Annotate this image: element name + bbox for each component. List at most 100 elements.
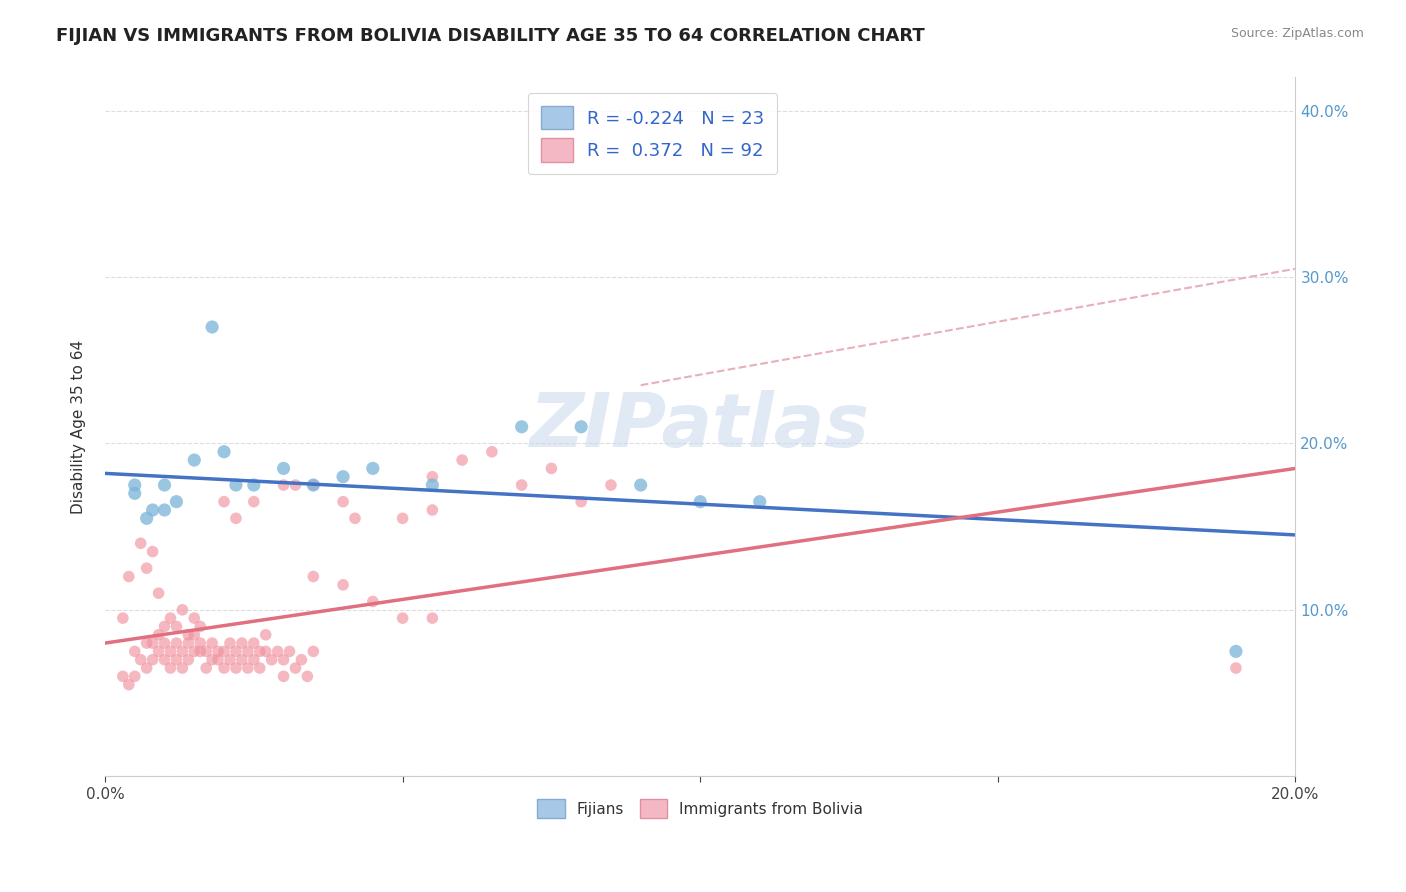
Point <box>391 611 413 625</box>
Point <box>135 511 157 525</box>
Point <box>451 453 474 467</box>
Point <box>135 661 157 675</box>
Point <box>284 661 307 675</box>
Point <box>630 478 652 492</box>
Point <box>569 419 592 434</box>
Point <box>290 653 312 667</box>
Point <box>172 661 194 675</box>
Point <box>195 661 218 675</box>
Point <box>183 611 205 625</box>
Point <box>124 486 146 500</box>
Point <box>236 661 259 675</box>
Point <box>118 569 141 583</box>
Point <box>159 644 181 658</box>
Point <box>124 644 146 658</box>
Point <box>153 478 176 492</box>
Point <box>249 661 271 675</box>
Point <box>1225 644 1247 658</box>
Point <box>297 669 319 683</box>
Point <box>153 653 176 667</box>
Point <box>183 453 205 467</box>
Point <box>201 653 224 667</box>
Point <box>153 503 176 517</box>
Point <box>172 644 194 658</box>
Point <box>153 636 176 650</box>
Point <box>243 653 266 667</box>
Point <box>236 644 259 658</box>
Point <box>188 636 211 650</box>
Point <box>165 636 187 650</box>
Point <box>111 611 134 625</box>
Point <box>273 461 295 475</box>
Point <box>188 619 211 633</box>
Point <box>159 611 181 625</box>
Point <box>135 636 157 650</box>
Legend: Fijians, Immigrants from Bolivia: Fijians, Immigrants from Bolivia <box>531 793 869 824</box>
Point <box>361 594 384 608</box>
Point <box>302 478 325 492</box>
Point <box>481 444 503 458</box>
Point <box>284 478 307 492</box>
Point <box>243 636 266 650</box>
Point <box>302 478 325 492</box>
Point <box>422 478 444 492</box>
Point <box>254 628 277 642</box>
Point <box>148 628 170 642</box>
Point <box>225 644 247 658</box>
Point <box>225 661 247 675</box>
Point <box>142 636 165 650</box>
Point <box>129 536 152 550</box>
Text: FIJIAN VS IMMIGRANTS FROM BOLIVIA DISABILITY AGE 35 TO 64 CORRELATION CHART: FIJIAN VS IMMIGRANTS FROM BOLIVIA DISABI… <box>56 27 925 45</box>
Point <box>748 494 770 508</box>
Point <box>343 511 366 525</box>
Point <box>243 494 266 508</box>
Text: ZIPatlas: ZIPatlas <box>530 391 870 463</box>
Point <box>540 461 562 475</box>
Point <box>273 653 295 667</box>
Point <box>1225 661 1247 675</box>
Point <box>142 503 165 517</box>
Point <box>231 653 253 667</box>
Point <box>254 644 277 658</box>
Point <box>231 636 253 650</box>
Point <box>188 644 211 658</box>
Point <box>422 611 444 625</box>
Point <box>207 644 229 658</box>
Point <box>273 669 295 683</box>
Point <box>177 628 200 642</box>
Text: Source: ZipAtlas.com: Source: ZipAtlas.com <box>1230 27 1364 40</box>
Point <box>689 494 711 508</box>
Point <box>212 444 235 458</box>
Point <box>219 653 242 667</box>
Point <box>569 494 592 508</box>
Point <box>260 653 283 667</box>
Point <box>225 511 247 525</box>
Point <box>278 644 301 658</box>
Point <box>165 619 187 633</box>
Point <box>135 561 157 575</box>
Point <box>159 661 181 675</box>
Point <box>510 478 533 492</box>
Point <box>165 494 187 508</box>
Point <box>124 478 146 492</box>
Point <box>273 478 295 492</box>
Point <box>172 603 194 617</box>
Point <box>243 478 266 492</box>
Point <box>183 628 205 642</box>
Y-axis label: Disability Age 35 to 64: Disability Age 35 to 64 <box>72 340 86 514</box>
Point <box>600 478 623 492</box>
Point <box>302 569 325 583</box>
Point <box>142 544 165 558</box>
Point <box>148 644 170 658</box>
Point <box>153 619 176 633</box>
Point <box>422 503 444 517</box>
Point <box>332 578 354 592</box>
Point <box>124 669 146 683</box>
Point <box>266 644 288 658</box>
Point <box>212 494 235 508</box>
Point <box>207 653 229 667</box>
Point <box>142 653 165 667</box>
Point <box>183 644 205 658</box>
Point <box>422 469 444 483</box>
Point <box>225 478 247 492</box>
